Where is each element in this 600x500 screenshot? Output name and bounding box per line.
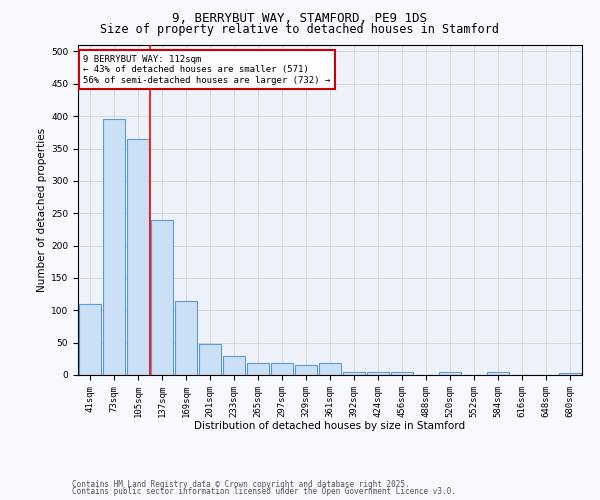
Bar [151,220,173,375]
Bar [247,364,269,375]
Bar [199,344,221,375]
Text: Contains public sector information licensed under the Open Government Licence v3: Contains public sector information licen… [72,487,456,496]
Bar [439,372,461,375]
Bar [271,364,293,375]
X-axis label: Distribution of detached houses by size in Stamford: Distribution of detached houses by size … [194,421,466,431]
Bar [223,356,245,375]
Bar [79,304,101,375]
Bar [127,139,149,375]
Bar [367,372,389,375]
Bar [295,366,317,375]
Text: 9 BERRYBUT WAY: 112sqm
← 43% of detached houses are smaller (571)
56% of semi-de: 9 BERRYBUT WAY: 112sqm ← 43% of detached… [83,55,330,84]
Bar [391,372,413,375]
Text: 9, BERRYBUT WAY, STAMFORD, PE9 1DS: 9, BERRYBUT WAY, STAMFORD, PE9 1DS [173,12,427,26]
Bar [175,300,197,375]
Bar [103,120,125,375]
Text: Contains HM Land Registry data © Crown copyright and database right 2025.: Contains HM Land Registry data © Crown c… [72,480,410,489]
Bar [559,373,581,375]
Bar [319,364,341,375]
Bar [343,372,365,375]
Text: Size of property relative to detached houses in Stamford: Size of property relative to detached ho… [101,22,499,36]
Bar [487,372,509,375]
Y-axis label: Number of detached properties: Number of detached properties [37,128,47,292]
